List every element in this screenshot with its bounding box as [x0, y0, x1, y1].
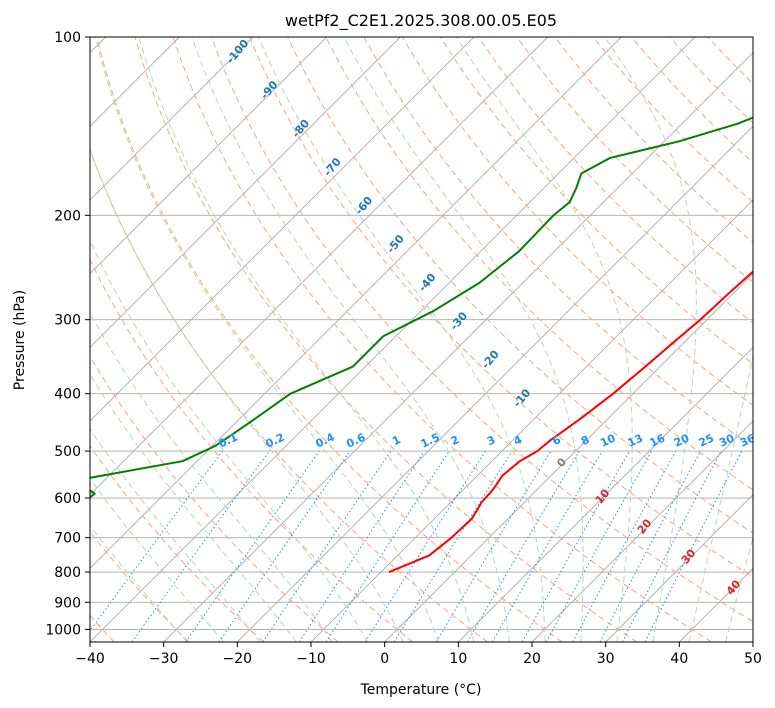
mixing-ratio-line [185, 450, 320, 642]
dry-adiabat-line [325, 37, 753, 491]
isotherm-line [163, 52, 753, 642]
mixing-ratio-label: 36 [738, 431, 758, 449]
moist-adiabat-line [90, 147, 404, 642]
y-tick-label: 700 [54, 531, 81, 547]
y-tick-label: 900 [54, 595, 81, 611]
x-tick-label: −20 [223, 651, 253, 667]
moist-adiabat-line [343, 37, 584, 642]
isotherm-line [605, 494, 753, 642]
isotherm-line [531, 420, 753, 642]
moist-adiabat-line [94, 37, 439, 642]
y-axis: 100 200 300 400 500 600 700 800 900 1000 [45, 30, 90, 638]
moist-adiabat-line [688, 353, 753, 642]
x-tick-label: −30 [149, 651, 179, 667]
moist-adiabat-line [90, 239, 369, 642]
profile-lines [90, 116, 753, 573]
x-tick-label: 50 [744, 651, 762, 667]
mixing-ratio-label: 30 [717, 431, 737, 449]
chart-title: wetPf2_C2E1.2025.308.00.05.E05 [285, 11, 557, 31]
y-tick-label: 1000 [45, 622, 81, 638]
mixing-ratio-line [262, 450, 392, 642]
moist-adiabat-line [604, 37, 697, 642]
mixing-ratio-line [393, 450, 513, 642]
isotherm-line [237, 125, 753, 642]
mixing-ratio-line [131, 450, 270, 642]
x-tick-label: −40 [75, 651, 105, 667]
moist-adiabat-line [90, 373, 297, 642]
y-tick-label: 200 [54, 208, 81, 224]
y-axis-label: Pressure (hPa) [12, 290, 28, 390]
mixing-ratio-line [521, 450, 630, 642]
moist-adiabat-line [191, 37, 510, 642]
isotherm-line [384, 273, 753, 642]
mixing-ratio-line [572, 450, 677, 642]
mixing-ratio-line [298, 450, 425, 642]
mixing-ratio-line [90, 450, 223, 632]
moist-adiabat-line [725, 535, 753, 642]
mixing-ratio-label: 25 [697, 432, 716, 450]
x-axis: −40 −30 −20 −10 0 10 20 30 40 50 [75, 642, 762, 667]
isotherm-line [90, 37, 548, 496]
y-tick-label: 500 [54, 444, 81, 460]
mixing-ratio-label: 16 [648, 431, 668, 449]
moist-adiabat-line [90, 524, 188, 642]
y-tick-label: 400 [54, 387, 81, 403]
moist-adiabat-line [90, 477, 225, 642]
x-axis-label: Temperature (°C) [360, 682, 482, 698]
isotherm-line [90, 37, 475, 422]
temperature-profile-line [388, 270, 753, 573]
isotherm-line [90, 37, 327, 275]
isotherm-line [90, 37, 254, 201]
dry-adiabat-line [90, 355, 339, 642]
plot-frame [89, 36, 754, 643]
x-tick-label: 30 [597, 651, 615, 667]
mixing-ratio-line [218, 450, 351, 642]
mixing-ratio-label: 13 [626, 432, 645, 450]
mixing-ratio-line [325, 450, 450, 642]
moist-adiabat-line [138, 37, 475, 642]
dry-adiabat-line [96, 37, 563, 642]
x-tick-label: 20 [523, 651, 541, 667]
y-tick-label: 100 [54, 30, 81, 46]
isotherm-line [458, 346, 753, 642]
dry-adiabat-line [90, 445, 264, 642]
dry-adiabat-line [249, 37, 753, 578]
dry-adiabat-line [134, 37, 638, 642]
x-tick-label: 0 [380, 651, 389, 667]
background-lines [90, 37, 753, 642]
x-tick-label: 40 [670, 651, 688, 667]
mixing-ratio-label: 10 [598, 431, 618, 449]
moist-adiabat-line [257, 37, 546, 642]
isotherm-line [310, 199, 753, 642]
moist-adiabat-line [90, 311, 333, 642]
y-tick-label: 800 [54, 565, 81, 581]
moist-adiabat-line [90, 427, 261, 642]
dry-adiabat-line [287, 37, 753, 534]
y-tick-label: 600 [54, 491, 81, 507]
dry-adiabat-line [516, 37, 753, 284]
mixing-ratio-label: 20 [672, 431, 692, 449]
mixing-ratio-line [644, 450, 743, 642]
x-tick-label: 10 [449, 651, 467, 667]
dry-adiabat-line [210, 37, 753, 623]
mixing-ratio-line [545, 450, 653, 642]
dry-adiabat-line [90, 258, 414, 642]
dry-adiabat-line [172, 37, 712, 642]
dewpoint-profile-line [90, 116, 753, 499]
y-tick-label: 300 [54, 313, 81, 329]
x-tick-label: −10 [296, 651, 326, 667]
isotherm-line [90, 37, 622, 569]
isotherm-line [90, 37, 696, 642]
